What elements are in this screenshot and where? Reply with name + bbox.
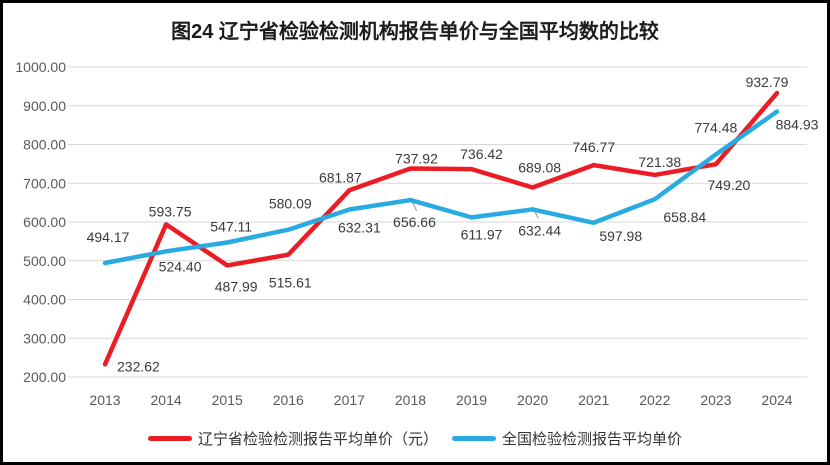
x-axis-tick-label: 2019 — [456, 392, 487, 408]
series-line-liaoning — [102, 90, 780, 367]
legend-swatch-national-blue-line — [452, 436, 496, 441]
chart-legend: 辽宁省检验检测报告平均单价（元） 全国检验检测报告平均单价 — [3, 428, 827, 449]
y-axis-tick-label: 800.00 — [23, 137, 66, 153]
y-axis-tick-label: 600.00 — [23, 214, 66, 230]
x-axis-tick-label: 2018 — [395, 392, 426, 408]
data-point-label: 932.79 — [746, 74, 789, 90]
x-axis-tick-label: 2013 — [89, 392, 120, 408]
x-axis-tick-label: 2024 — [761, 392, 792, 408]
x-axis-tick-label: 2022 — [639, 392, 670, 408]
data-point-label: 689.08 — [518, 159, 561, 175]
data-point-label: 487.99 — [215, 278, 258, 294]
data-point-label: 656.66 — [393, 214, 436, 230]
data-point-label: 547.11 — [210, 218, 252, 234]
data-point-label: 658.84 — [663, 209, 706, 225]
data-point-label: 681.87 — [319, 169, 362, 185]
data-point-label: 611.97 — [461, 226, 503, 242]
legend-swatch-liaoning-red-line — [147, 436, 192, 441]
data-point-label: 632.31 — [338, 219, 381, 235]
data-point-label: 593.75 — [149, 203, 192, 219]
data-point-label: 580.09 — [269, 196, 312, 212]
y-axis-tick-label: 400.00 — [23, 292, 66, 308]
x-axis-tick-label: 2016 — [273, 392, 304, 408]
legend-label-liaoning: 辽宁省检验检测报告平均单价（元） — [197, 431, 438, 448]
y-axis-tick-label: 1000.00 — [15, 59, 66, 75]
legend-item-liaoning: 辽宁省检验检测报告平均单价（元） — [147, 428, 438, 449]
data-point-label: 597.98 — [599, 228, 642, 244]
legend-item-national: 全国检验检测报告平均单价 — [452, 428, 682, 449]
x-axis-tick-label: 2021 — [578, 392, 609, 408]
y-axis-tick-label: 300.00 — [23, 330, 66, 346]
y-axis-tick-label: 900.00 — [23, 98, 66, 114]
data-point-label: 884.93 — [776, 117, 819, 133]
y-axis-tick-label: 700.00 — [23, 175, 66, 191]
x-axis-tick-label: 2023 — [700, 392, 731, 408]
data-point-label: 774.48 — [694, 119, 737, 135]
data-point-label: 515.61 — [269, 275, 312, 291]
y-axis-tick-label: 500.00 — [23, 253, 66, 269]
x-axis-tick-label: 2014 — [151, 392, 182, 408]
data-point-label: 721.38 — [638, 154, 681, 170]
chart-title: 图24 辽宁省检验检测机构报告单价与全国平均数的比较 — [171, 21, 659, 43]
x-axis-tick-label: 2015 — [212, 392, 243, 408]
data-point-label: 632.44 — [518, 222, 561, 238]
data-point-label: 524.40 — [159, 258, 202, 274]
series-line-national — [102, 109, 780, 266]
data-point-label: 494.17 — [87, 229, 130, 245]
x-axis-tick-label: 2020 — [517, 392, 548, 408]
data-point-label: 749.20 — [707, 177, 750, 193]
y-axis-tick-label: 200.00 — [23, 369, 66, 385]
data-point-label: 736.42 — [460, 146, 503, 162]
data-point-label: 737.92 — [395, 151, 438, 167]
x-axis-tick-label: 2017 — [334, 392, 365, 408]
data-point-label: 746.77 — [572, 139, 615, 155]
legend-label-national: 全国检验检测报告平均单价 — [502, 431, 683, 448]
data-point-label: 232.62 — [117, 358, 160, 374]
